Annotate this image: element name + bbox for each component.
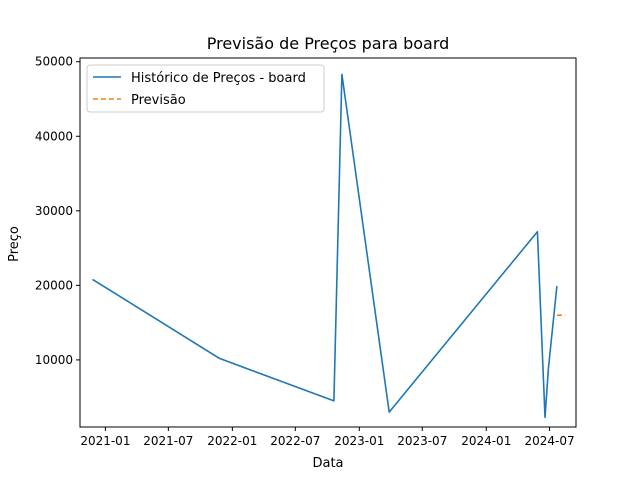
series-line-1 xyxy=(92,73,558,419)
y-tick-label: 50000 xyxy=(35,55,73,69)
x-tick-label: 2023-07 xyxy=(397,434,447,448)
x-tick-label: 2021-07 xyxy=(143,434,193,448)
y-tick-label: 30000 xyxy=(35,204,73,218)
y-axis-label: Preço xyxy=(7,226,22,262)
series-layer xyxy=(92,73,566,419)
plot-area xyxy=(79,57,577,428)
y-tick-label: 20000 xyxy=(35,278,73,292)
x-axis: 2021-01 2021-07 2022-01 2022-07 2023-01 2023-… xyxy=(80,427,575,448)
x-tick-label: 2024-01 xyxy=(461,434,511,448)
x-axis-label: Data xyxy=(312,456,343,471)
legend-frame xyxy=(86,64,325,113)
legend: Histórico de Preços - board Previsão xyxy=(86,64,325,113)
legend-label-2: Previsão xyxy=(131,93,186,108)
x-tick-label: 2021-01 xyxy=(80,434,130,448)
y-tick-label: 40000 xyxy=(35,129,73,143)
x-tick-label: 2022-01 xyxy=(207,434,257,448)
x-tick-label: 2023-01 xyxy=(334,434,384,448)
chart-title: Previsão de Preços para board xyxy=(207,34,450,53)
y-axis: 10000 20000 30000 40000 50000 xyxy=(35,55,80,367)
x-tick-label: 2022-07 xyxy=(270,434,320,448)
plot-frame xyxy=(79,57,577,428)
legend-label-1: Histórico de Preços - board xyxy=(131,71,306,86)
x-tick-label: 2024-07 xyxy=(524,434,574,448)
y-tick-label: 10000 xyxy=(35,353,73,367)
